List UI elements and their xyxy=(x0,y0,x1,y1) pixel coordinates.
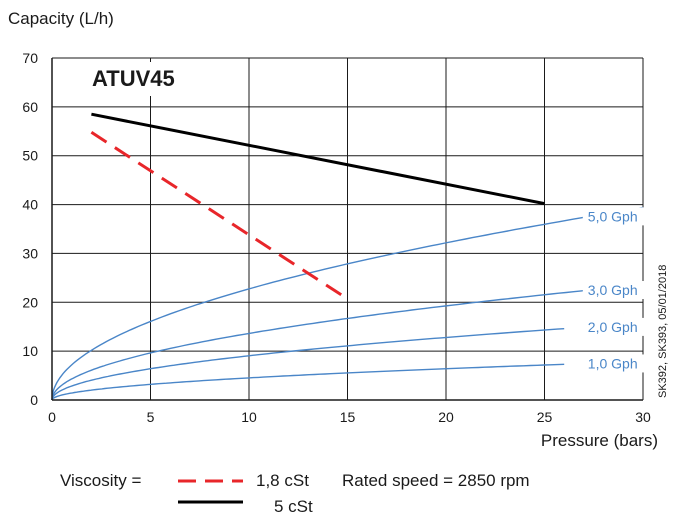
reference-label-background xyxy=(582,317,649,336)
reference-curve-line xyxy=(51,284,644,401)
x-tick-label: 5 xyxy=(147,409,155,425)
legend: Viscosity = 1,8 cSt Rated speed = 2850 r… xyxy=(60,471,530,516)
chart-grid xyxy=(52,57,644,400)
reference-curves xyxy=(51,206,644,401)
y-tick-label: 20 xyxy=(22,294,38,310)
series-line xyxy=(90,131,349,301)
reference-curve-line xyxy=(51,206,644,401)
x-tick-label: 25 xyxy=(537,409,553,425)
tick-labels: 0 5 10 15 20 25 30 0 10 20 30 40 50 60 70 xyxy=(22,50,651,425)
y-tick-label: 30 xyxy=(22,245,38,261)
reference-curve-line xyxy=(51,328,565,401)
y-tick-label: 10 xyxy=(22,343,38,359)
chart-axes xyxy=(51,58,643,401)
x-tick-label: 15 xyxy=(340,409,356,425)
y-tick-label: 0 xyxy=(30,392,38,408)
y-axis-title: Capacity (L/h) xyxy=(8,9,114,28)
y-tick-label: 40 xyxy=(22,197,38,213)
reference-curve-label: 1,0 Gph xyxy=(588,355,638,371)
y-tick-label: 60 xyxy=(22,99,38,115)
chart-title: ATUV45 xyxy=(92,66,175,91)
legend-rated-speed: Rated speed = 2850 rpm xyxy=(342,471,530,490)
reference-curve-label: 2,0 Gph xyxy=(588,319,638,335)
reference-label-background xyxy=(582,207,649,226)
reference-label-background xyxy=(582,281,649,300)
series-lines xyxy=(90,112,545,301)
reference-curve-labels: 5,0 Gph 3,0 Gph 2,0 Gph 1,0 Gph xyxy=(582,207,649,373)
title-background xyxy=(84,62,194,96)
x-tick-label: 10 xyxy=(241,409,257,425)
legend-prefix: Viscosity = xyxy=(60,471,141,490)
reference-curve-line xyxy=(51,363,565,401)
x-tick-label: 30 xyxy=(635,409,651,425)
reference-curve-label: 3,0 Gph xyxy=(588,282,638,298)
legend-label-series-1: 5 cSt xyxy=(274,497,313,516)
legend-label-series-0: 1,8 cSt xyxy=(256,471,309,490)
series-line xyxy=(91,112,545,206)
y-tick-label: 70 xyxy=(22,50,38,66)
x-axis-title: Pressure (bars) xyxy=(541,431,658,450)
x-tick-label: 20 xyxy=(438,409,454,425)
reference-curve-label: 5,0 Gph xyxy=(588,208,638,224)
y-tick-label: 50 xyxy=(22,148,38,164)
reference-label-background xyxy=(582,354,649,373)
x-tick-label: 0 xyxy=(48,409,56,425)
side-note: SK392, SK393, 05/01/2018 xyxy=(657,265,669,398)
